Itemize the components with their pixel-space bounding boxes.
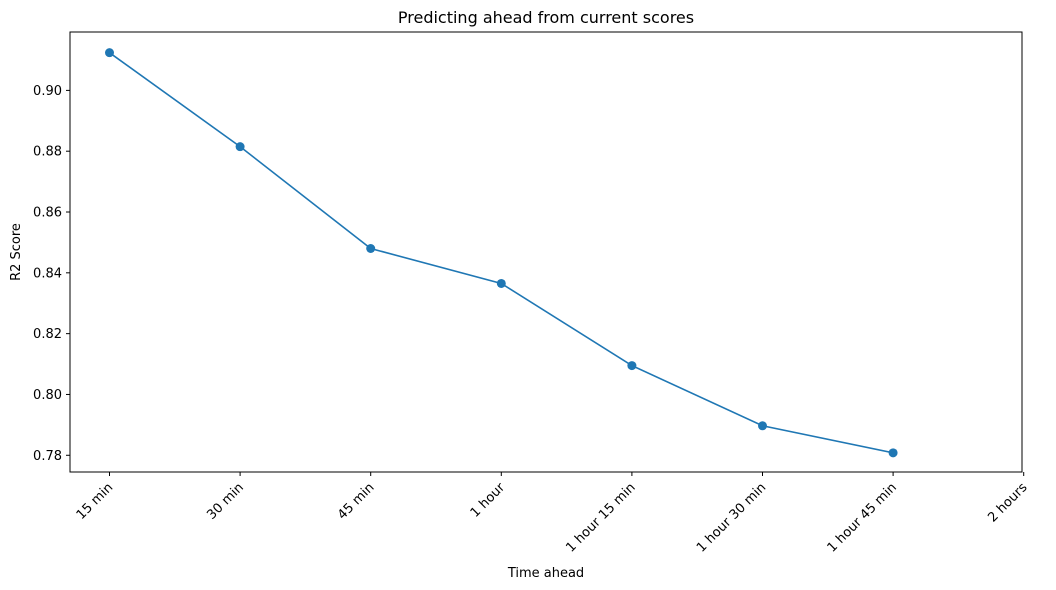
y-tick-label: 0.78 xyxy=(33,449,62,464)
y-tick-label: 0.82 xyxy=(33,327,62,342)
data-point xyxy=(105,48,114,58)
y-tick-label: 0.90 xyxy=(33,84,62,99)
plot-area xyxy=(69,31,1023,473)
x-tick-label: 1 hour 30 min xyxy=(694,480,769,555)
chart-title: Predicting ahead from current scores xyxy=(398,8,694,27)
x-tick-label: 15 min xyxy=(74,480,117,523)
y-tick-label: 0.88 xyxy=(33,145,62,160)
series-line xyxy=(109,52,894,454)
plot-frame xyxy=(69,31,1023,473)
x-tick-label: 2 hours xyxy=(985,480,1030,525)
y-tick-label: 0.86 xyxy=(33,206,62,221)
x-axis-label: Time ahead xyxy=(507,566,584,581)
data-point xyxy=(758,421,767,431)
x-tick-label: 30 min xyxy=(204,480,247,523)
y-axis-label: R2 Score xyxy=(9,223,24,281)
x-axis: 15 min 30 min 45 min 1 hour 1 hour 15 min 1 h… xyxy=(74,472,1031,556)
x-tick-label: 45 min xyxy=(335,480,378,523)
y-tick-label: 0.84 xyxy=(33,266,62,281)
series-group xyxy=(105,48,898,458)
y-axis: 0.78 0.80 0.82 0.84 0.86 0.88 0.90 xyxy=(33,84,70,464)
data-point xyxy=(888,448,898,458)
data-point xyxy=(627,361,637,371)
x-tick-label: 1 hour xyxy=(468,480,509,521)
x-tick-label: 1 hour 15 min xyxy=(563,480,638,555)
x-tick-label: 1 hour 45 min xyxy=(825,480,900,555)
data-point xyxy=(235,142,245,152)
data-point xyxy=(496,278,506,288)
y-tick-label: 0.80 xyxy=(33,388,62,403)
data-point xyxy=(366,244,376,254)
